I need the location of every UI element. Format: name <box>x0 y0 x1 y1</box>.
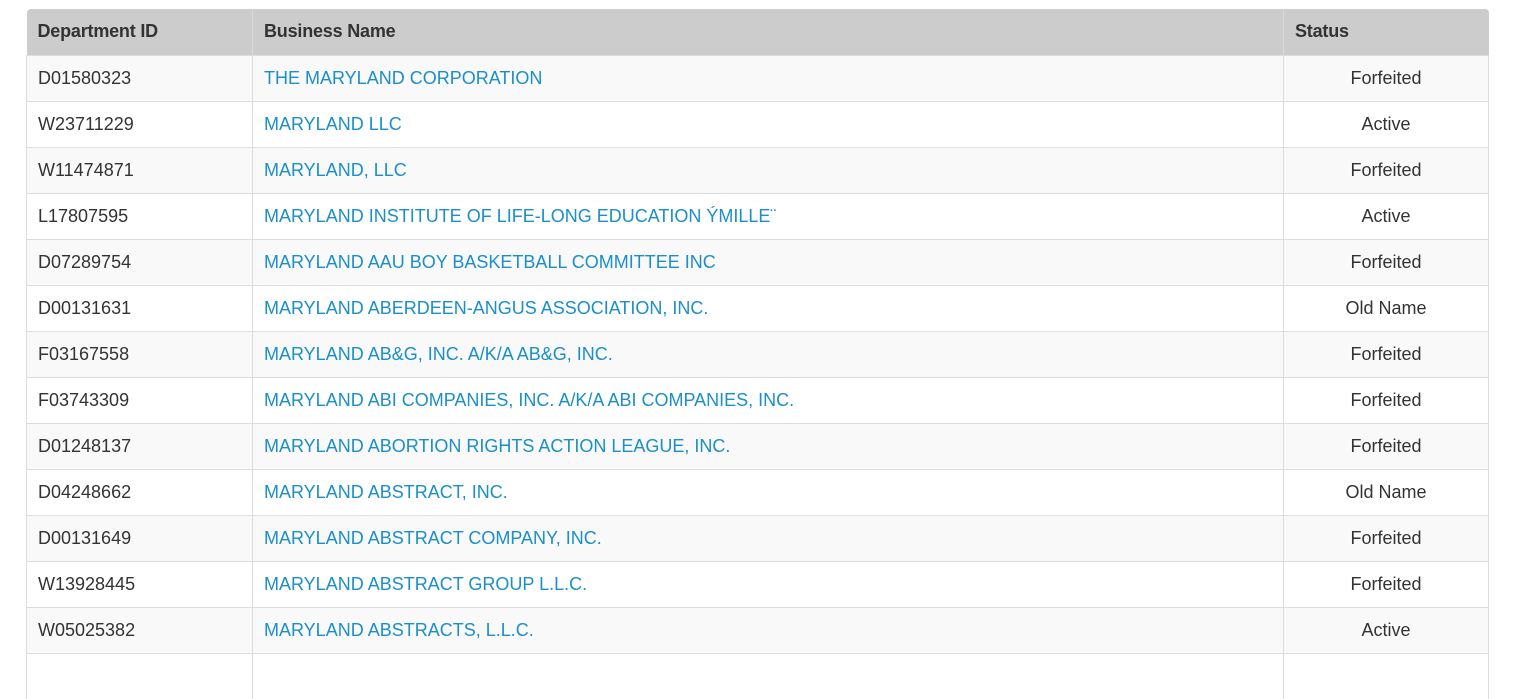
business-name-link[interactable]: MARYLAND ABSTRACT, INC. <box>264 481 508 502</box>
status-cell: Forfeited <box>1283 515 1489 561</box>
table-row: W13928445 MARYLAND ABSTRACT GROUP L.L.C. F… <box>26 561 1489 607</box>
business-name-cell: MARYLAND LLC <box>252 101 1284 147</box>
business-name-cell <box>252 653 1284 699</box>
status-cell: Forfeited <box>1283 55 1489 101</box>
business-name-link[interactable]: MARYLAND AB&G, INC. A/K/A AB&G, INC. <box>264 343 613 364</box>
business-name-cell: MARYLAND ABORTION RIGHTS ACTION LEAGUE, … <box>252 423 1284 469</box>
department-id-cell: D07289754 <box>26 239 253 285</box>
business-name-cell: MARYLAND ABSTRACTS, L.L.C. <box>252 607 1284 653</box>
business-name-cell: MARYLAND AAU BOY BASKETBALL COMMITTEE IN… <box>252 239 1284 285</box>
table-row: W23711229 MARYLAND LLC Active <box>26 101 1489 147</box>
department-id-cell: F03167558 <box>26 331 253 377</box>
status-cell: Forfeited <box>1283 239 1489 285</box>
business-name-cell: MARYLAND ABSTRACT COMPANY, INC. <box>252 515 1284 561</box>
department-id-cell: D00131649 <box>26 515 253 561</box>
table-row: W05025382 MARYLAND ABSTRACTS, L.L.C. Activ… <box>26 607 1489 653</box>
status-cell: Forfeited <box>1283 561 1489 607</box>
business-name-cell: MARYLAND, LLC <box>252 147 1284 193</box>
status-cell: Old Name <box>1283 469 1489 515</box>
status-cell <box>1283 653 1489 699</box>
department-id-cell: W13928445 <box>26 561 253 607</box>
department-id-cell: W23711229 <box>26 101 253 147</box>
table-body: D01580323 THE MARYLAND CORPORATION Forfeit… <box>26 55 1489 699</box>
department-id-cell: D01248137 <box>26 423 253 469</box>
header-row: Department ID Business Name Status <box>26 9 1489 55</box>
department-id-cell: F03743309 <box>26 377 253 423</box>
business-name-cell: MARYLAND ABSTRACT GROUP L.L.C. <box>252 561 1284 607</box>
table-row: D07289754 MARYLAND AAU BOY BASKETBALL COM… <box>26 239 1489 285</box>
department-id-cell <box>26 653 253 699</box>
business-name-link[interactable]: MARYLAND ABERDEEN-ANGUS ASSOCIATION, INC… <box>264 297 709 318</box>
business-name-link[interactable]: MARYLAND AAU BOY BASKETBALL COMMITTEE IN… <box>264 251 716 272</box>
business-name-link[interactable]: THE MARYLAND CORPORATION <box>264 67 543 88</box>
column-header-department-id[interactable]: Department ID <box>37 21 159 42</box>
status-cell: Forfeited <box>1283 331 1489 377</box>
business-name-cell: MARYLAND AB&G, INC. A/K/A AB&G, INC. <box>252 331 1284 377</box>
status-cell: Forfeited <box>1283 377 1489 423</box>
table-row <box>26 653 1489 699</box>
business-name-link[interactable]: MARYLAND ABSTRACT GROUP L.L.C. <box>264 573 588 594</box>
business-name-link[interactable]: MARYLAND ABSTRACTS, L.L.C. <box>264 619 534 640</box>
table-row: D01580323 THE MARYLAND CORPORATION Forfeit… <box>26 55 1489 101</box>
business-name-link[interactable]: MARYLAND, LLC <box>264 159 407 180</box>
department-id-cell: D04248662 <box>26 469 253 515</box>
status-cell: Forfeited <box>1283 147 1489 193</box>
department-id-cell: D00131631 <box>26 285 253 331</box>
table-row: D00131631 MARYLAND ABERDEEN-ANGUS ASSOCIA… <box>26 285 1489 331</box>
search-results: Department ID Business Name Status D0158… <box>26 9 1489 699</box>
business-name-cell: MARYLAND ABI COMPANIES, INC. A/K/A ABI C… <box>252 377 1284 423</box>
business-name-cell: MARYLAND INSTITUTE OF LIFE-LONG EDUCATIO… <box>252 193 1284 239</box>
column-header-business-name[interactable]: Business Name <box>252 9 1284 55</box>
business-name-cell: MARYLAND ABERDEEN-ANGUS ASSOCIATION, INC… <box>252 285 1284 331</box>
table-row: W11474871 MARYLAND, LLC Forfeited <box>26 147 1489 193</box>
results-table: Department ID Business Name Status D0158… <box>26 9 1489 699</box>
status-cell: Forfeited <box>1283 423 1489 469</box>
status-cell: Old Name <box>1283 285 1489 331</box>
department-id-cell: W05025382 <box>26 607 253 653</box>
business-name-cell: THE MARYLAND CORPORATION <box>252 55 1284 101</box>
table-row: F03167558 MARYLAND AB&G, INC. A/K/A AB&G,… <box>26 331 1489 377</box>
department-id-cell: D01580323 <box>26 55 253 101</box>
table-header: Department ID Business Name Status <box>26 9 1489 55</box>
table-row: L17807595 MARYLAND INSTITUTE OF LIFE-LONG… <box>26 193 1489 239</box>
business-name-link[interactable]: MARYLAND ABSTRACT COMPANY, INC. <box>264 527 602 548</box>
table-row: D00131649 MARYLAND ABSTRACT COMPANY, INC.… <box>26 515 1489 561</box>
status-cell: Active <box>1283 101 1489 147</box>
business-name-link[interactable]: MARYLAND INSTITUTE OF LIFE-LONG EDUCATIO… <box>264 205 777 226</box>
department-id-cell: L17807595 <box>26 193 253 239</box>
column-header-status[interactable]: Status <box>1283 9 1489 55</box>
status-cell: Active <box>1283 193 1489 239</box>
department-id-cell: W11474871 <box>26 147 253 193</box>
table-row: D04248662 MARYLAND ABSTRACT, INC. Old Name <box>26 469 1489 515</box>
business-name-cell: MARYLAND ABSTRACT, INC. <box>252 469 1284 515</box>
table-row: D01248137 MARYLAND ABORTION RIGHTS ACTION… <box>26 423 1489 469</box>
table-row: F03743309 MARYLAND ABI COMPANIES, INC. A/… <box>26 377 1489 423</box>
status-cell: Active <box>1283 607 1489 653</box>
business-name-link[interactable]: MARYLAND LLC <box>264 113 402 134</box>
business-name-link[interactable]: MARYLAND ABI COMPANIES, INC. A/K/A ABI C… <box>264 389 795 410</box>
business-name-link[interactable]: MARYLAND ABORTION RIGHTS ACTION LEAGUE, … <box>264 435 731 456</box>
